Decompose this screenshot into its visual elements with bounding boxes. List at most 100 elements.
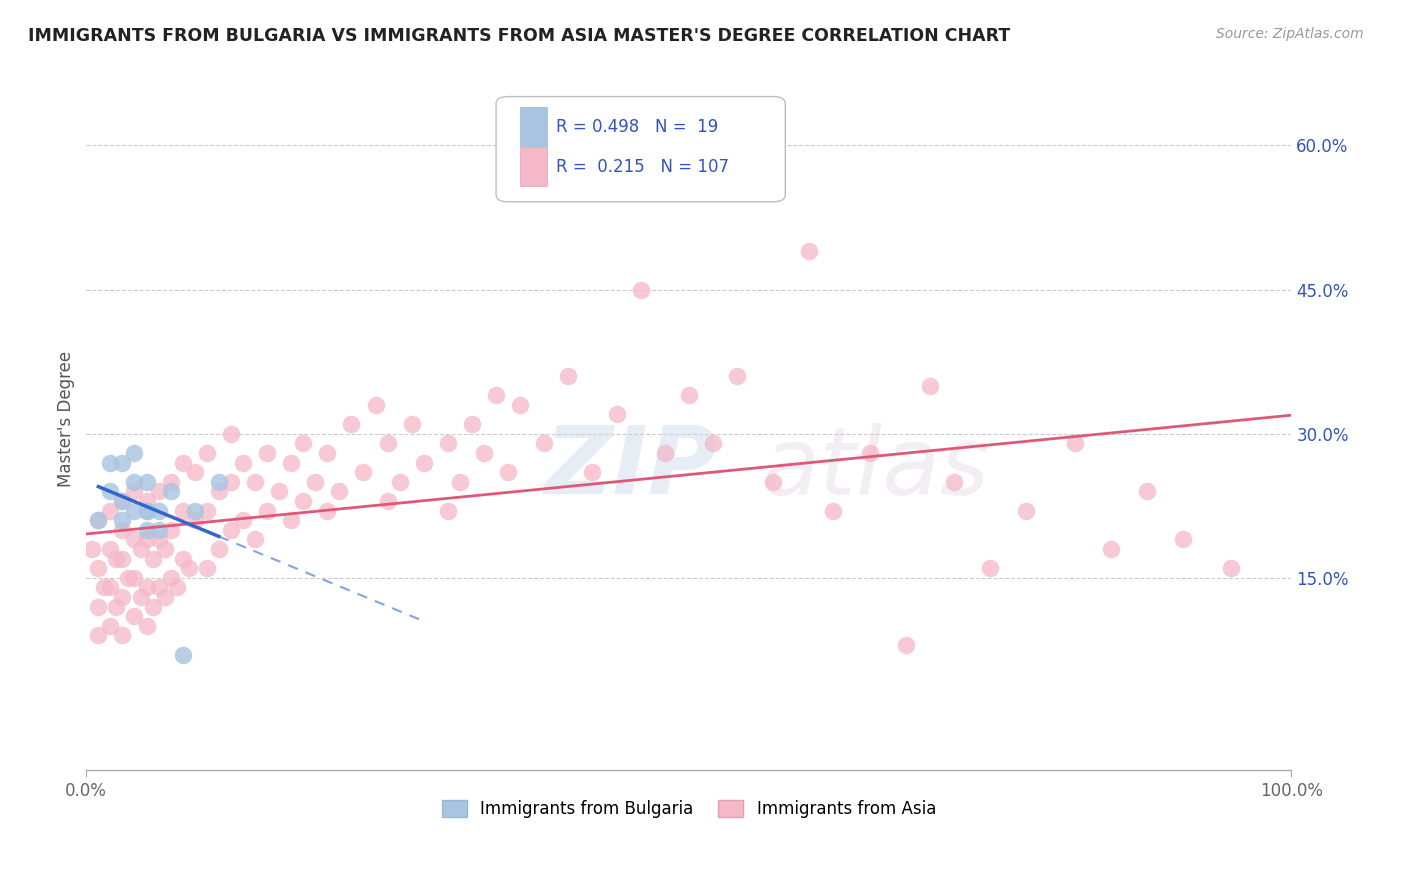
Point bbox=[269, 484, 291, 499]
Point bbox=[304, 475, 326, 489]
Point bbox=[153, 541, 176, 556]
Point bbox=[159, 475, 181, 489]
Point bbox=[208, 541, 231, 556]
Point bbox=[316, 446, 339, 460]
Point bbox=[159, 523, 181, 537]
Point bbox=[461, 417, 484, 431]
Point bbox=[100, 503, 122, 517]
Point bbox=[219, 426, 242, 441]
Point bbox=[100, 619, 122, 633]
Point bbox=[87, 628, 110, 642]
Point bbox=[485, 388, 508, 402]
Point bbox=[377, 436, 399, 450]
Point bbox=[1220, 561, 1243, 575]
Point bbox=[135, 503, 157, 517]
Point bbox=[1063, 436, 1085, 450]
Point bbox=[364, 398, 387, 412]
Point bbox=[153, 590, 176, 604]
Point bbox=[87, 599, 110, 614]
Point bbox=[918, 378, 941, 392]
Point bbox=[256, 446, 278, 460]
Point bbox=[195, 561, 218, 575]
Point bbox=[412, 455, 434, 469]
Point bbox=[135, 619, 157, 633]
Point bbox=[148, 484, 170, 499]
Point bbox=[208, 475, 231, 489]
Point bbox=[1171, 533, 1194, 547]
Point bbox=[292, 436, 315, 450]
Point bbox=[117, 571, 139, 585]
Legend: Immigrants from Bulgaria, Immigrants from Asia: Immigrants from Bulgaria, Immigrants fro… bbox=[434, 793, 942, 825]
Point bbox=[509, 398, 531, 412]
Point bbox=[111, 628, 134, 642]
Point bbox=[678, 388, 700, 402]
FancyBboxPatch shape bbox=[496, 96, 786, 202]
Point bbox=[148, 523, 170, 537]
Text: R = 0.498   N =  19: R = 0.498 N = 19 bbox=[557, 118, 718, 136]
Point bbox=[377, 494, 399, 508]
Point bbox=[129, 541, 152, 556]
Point bbox=[124, 609, 146, 624]
Point bbox=[135, 523, 157, 537]
Point bbox=[606, 408, 628, 422]
FancyBboxPatch shape bbox=[520, 107, 547, 146]
Point bbox=[581, 465, 603, 479]
Point bbox=[533, 436, 555, 450]
Point bbox=[172, 455, 194, 469]
Point bbox=[195, 503, 218, 517]
Text: atlas: atlas bbox=[761, 423, 990, 514]
Point bbox=[148, 533, 170, 547]
Point bbox=[111, 494, 134, 508]
Text: Source: ZipAtlas.com: Source: ZipAtlas.com bbox=[1216, 27, 1364, 41]
Point bbox=[100, 581, 122, 595]
Point bbox=[630, 283, 652, 297]
Text: IMMIGRANTS FROM BULGARIA VS IMMIGRANTS FROM ASIA MASTER'S DEGREE CORRELATION CHA: IMMIGRANTS FROM BULGARIA VS IMMIGRANTS F… bbox=[28, 27, 1011, 45]
Point bbox=[111, 551, 134, 566]
Point bbox=[166, 581, 188, 595]
Point bbox=[82, 541, 104, 556]
Point bbox=[111, 513, 134, 527]
Point bbox=[172, 503, 194, 517]
Point bbox=[859, 446, 882, 460]
Point bbox=[159, 571, 181, 585]
Point bbox=[105, 551, 128, 566]
Point bbox=[654, 446, 676, 460]
Point bbox=[111, 455, 134, 469]
Point bbox=[111, 590, 134, 604]
Point bbox=[243, 475, 266, 489]
Point bbox=[93, 581, 115, 595]
Point bbox=[943, 475, 966, 489]
Point bbox=[219, 523, 242, 537]
Point bbox=[87, 513, 110, 527]
Point bbox=[219, 475, 242, 489]
Point bbox=[100, 541, 122, 556]
Point bbox=[111, 523, 134, 537]
Point bbox=[135, 494, 157, 508]
Point bbox=[135, 503, 157, 517]
Point bbox=[87, 561, 110, 575]
Point bbox=[184, 513, 207, 527]
Point bbox=[437, 436, 460, 450]
Point bbox=[111, 494, 134, 508]
Point bbox=[135, 581, 157, 595]
Point bbox=[195, 446, 218, 460]
Point bbox=[148, 581, 170, 595]
Point bbox=[496, 465, 519, 479]
Point bbox=[208, 484, 231, 499]
Point bbox=[799, 244, 821, 258]
Point bbox=[135, 475, 157, 489]
Point bbox=[894, 638, 917, 652]
Point bbox=[129, 590, 152, 604]
Point bbox=[124, 484, 146, 499]
Point bbox=[124, 446, 146, 460]
Point bbox=[316, 503, 339, 517]
Point bbox=[172, 648, 194, 662]
Point bbox=[353, 465, 375, 479]
Point bbox=[124, 475, 146, 489]
Point bbox=[725, 369, 748, 384]
Y-axis label: Master's Degree: Master's Degree bbox=[58, 351, 75, 487]
Point bbox=[280, 513, 302, 527]
Point bbox=[87, 513, 110, 527]
Point bbox=[124, 571, 146, 585]
Point bbox=[177, 561, 200, 575]
